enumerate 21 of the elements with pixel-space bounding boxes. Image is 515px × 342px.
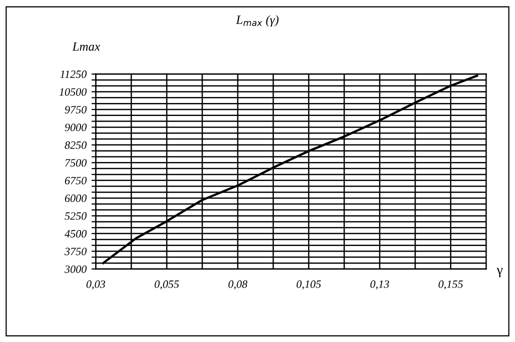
y-tick-label: 6000 <box>64 194 87 202</box>
y-tick-label: 8250 <box>64 141 87 149</box>
y-tick-label: 4500 <box>64 230 87 238</box>
x-tick-label: 0,055 <box>154 280 179 290</box>
y-tick-label: 3000 <box>64 265 87 273</box>
y-tick-label: 11250 <box>60 70 87 78</box>
y-axis-title: Lmax <box>72 42 100 51</box>
x-tick-label: 0,105 <box>296 280 321 290</box>
chart-title: L$_{max}$ (γ) <box>236 15 279 27</box>
x-axis-title: γ <box>496 268 503 278</box>
y-tick-label: 5250 <box>64 212 87 220</box>
y-tick-label: 10500 <box>59 88 87 96</box>
y-tick-label: 9000 <box>64 124 87 132</box>
x-tick-label: 0,13 <box>370 280 390 290</box>
y-tick-label: 3750 <box>64 248 87 256</box>
x-tick-label: 0,155 <box>438 280 463 290</box>
y-tick-label: 6750 <box>64 176 87 184</box>
x-tick-label: 0,03 <box>86 280 106 290</box>
x-tick-label: 0,08 <box>228 280 248 290</box>
y-tick-label: 9750 <box>64 106 87 114</box>
y-tick-label: 7500 <box>65 159 87 167</box>
